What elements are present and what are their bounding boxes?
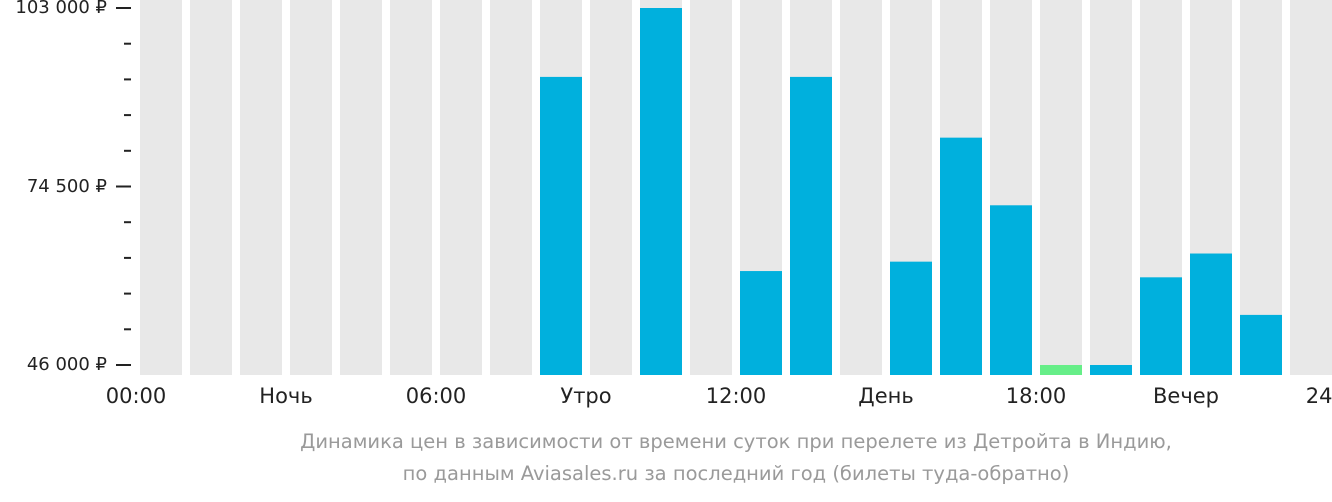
x-axis-label: 00:00: [105, 384, 167, 408]
hour-slot-22: [1240, 0, 1282, 375]
hour-slot-05: [390, 0, 432, 375]
x-axis-label: 18:00: [1005, 384, 1067, 408]
price-bar-hour-17[interactable]: [990, 205, 1032, 375]
price-bar-hour-18[interactable]: [1040, 365, 1082, 375]
hour-slot-09: [590, 0, 632, 375]
price-bar-hour-22[interactable]: [1240, 314, 1282, 375]
price-bar-hour-21[interactable]: [1190, 253, 1232, 375]
x-axis-label: Ночь: [259, 384, 313, 408]
price-bar-hour-10[interactable]: [640, 8, 682, 375]
hour-slot-06: [440, 0, 482, 375]
x-axis-label: 24:00: [1305, 384, 1332, 408]
x-axis-label: Вечер: [1153, 384, 1219, 408]
y-tick-label: 46 000 ₽: [26, 354, 107, 375]
price-bar-hour-13[interactable]: [790, 76, 832, 375]
y-tick-label: 103 000 ₽: [15, 0, 107, 18]
hour-slot-01: [190, 0, 232, 375]
price-bar-hour-19[interactable]: [1090, 365, 1132, 375]
hour-slot-11: [690, 0, 732, 375]
x-axis-label: День: [858, 384, 914, 408]
price-bar-hour-12[interactable]: [740, 271, 782, 375]
price-bar-hour-15[interactable]: [890, 261, 932, 375]
y-tick-label: 74 500 ₽: [26, 175, 107, 197]
hour-slot-07: [490, 0, 532, 375]
caption-line-2: по данным Aviasales.ru за последний год …: [402, 462, 1070, 485]
hour-slot-04: [340, 0, 382, 375]
hour-slot-00: [140, 0, 182, 375]
caption-line-1: Динамика цен в зависимости от времени су…: [300, 430, 1172, 453]
price-bar-hour-8[interactable]: [540, 76, 582, 375]
hour-slot-03: [290, 0, 332, 375]
x-axis-label: 06:00: [405, 384, 467, 408]
hour-slot-18: [1040, 0, 1082, 375]
x-axis-label: 12:00: [705, 384, 767, 408]
hour-slot-02: [240, 0, 282, 375]
x-axis-label: Утро: [560, 384, 612, 408]
hour-slot-23: [1290, 0, 1332, 375]
price-bar-hour-16[interactable]: [940, 137, 982, 375]
hour-slot-19: [1090, 0, 1132, 375]
price-bar-hour-20[interactable]: [1140, 277, 1182, 375]
hour-slot-14: [840, 0, 882, 375]
